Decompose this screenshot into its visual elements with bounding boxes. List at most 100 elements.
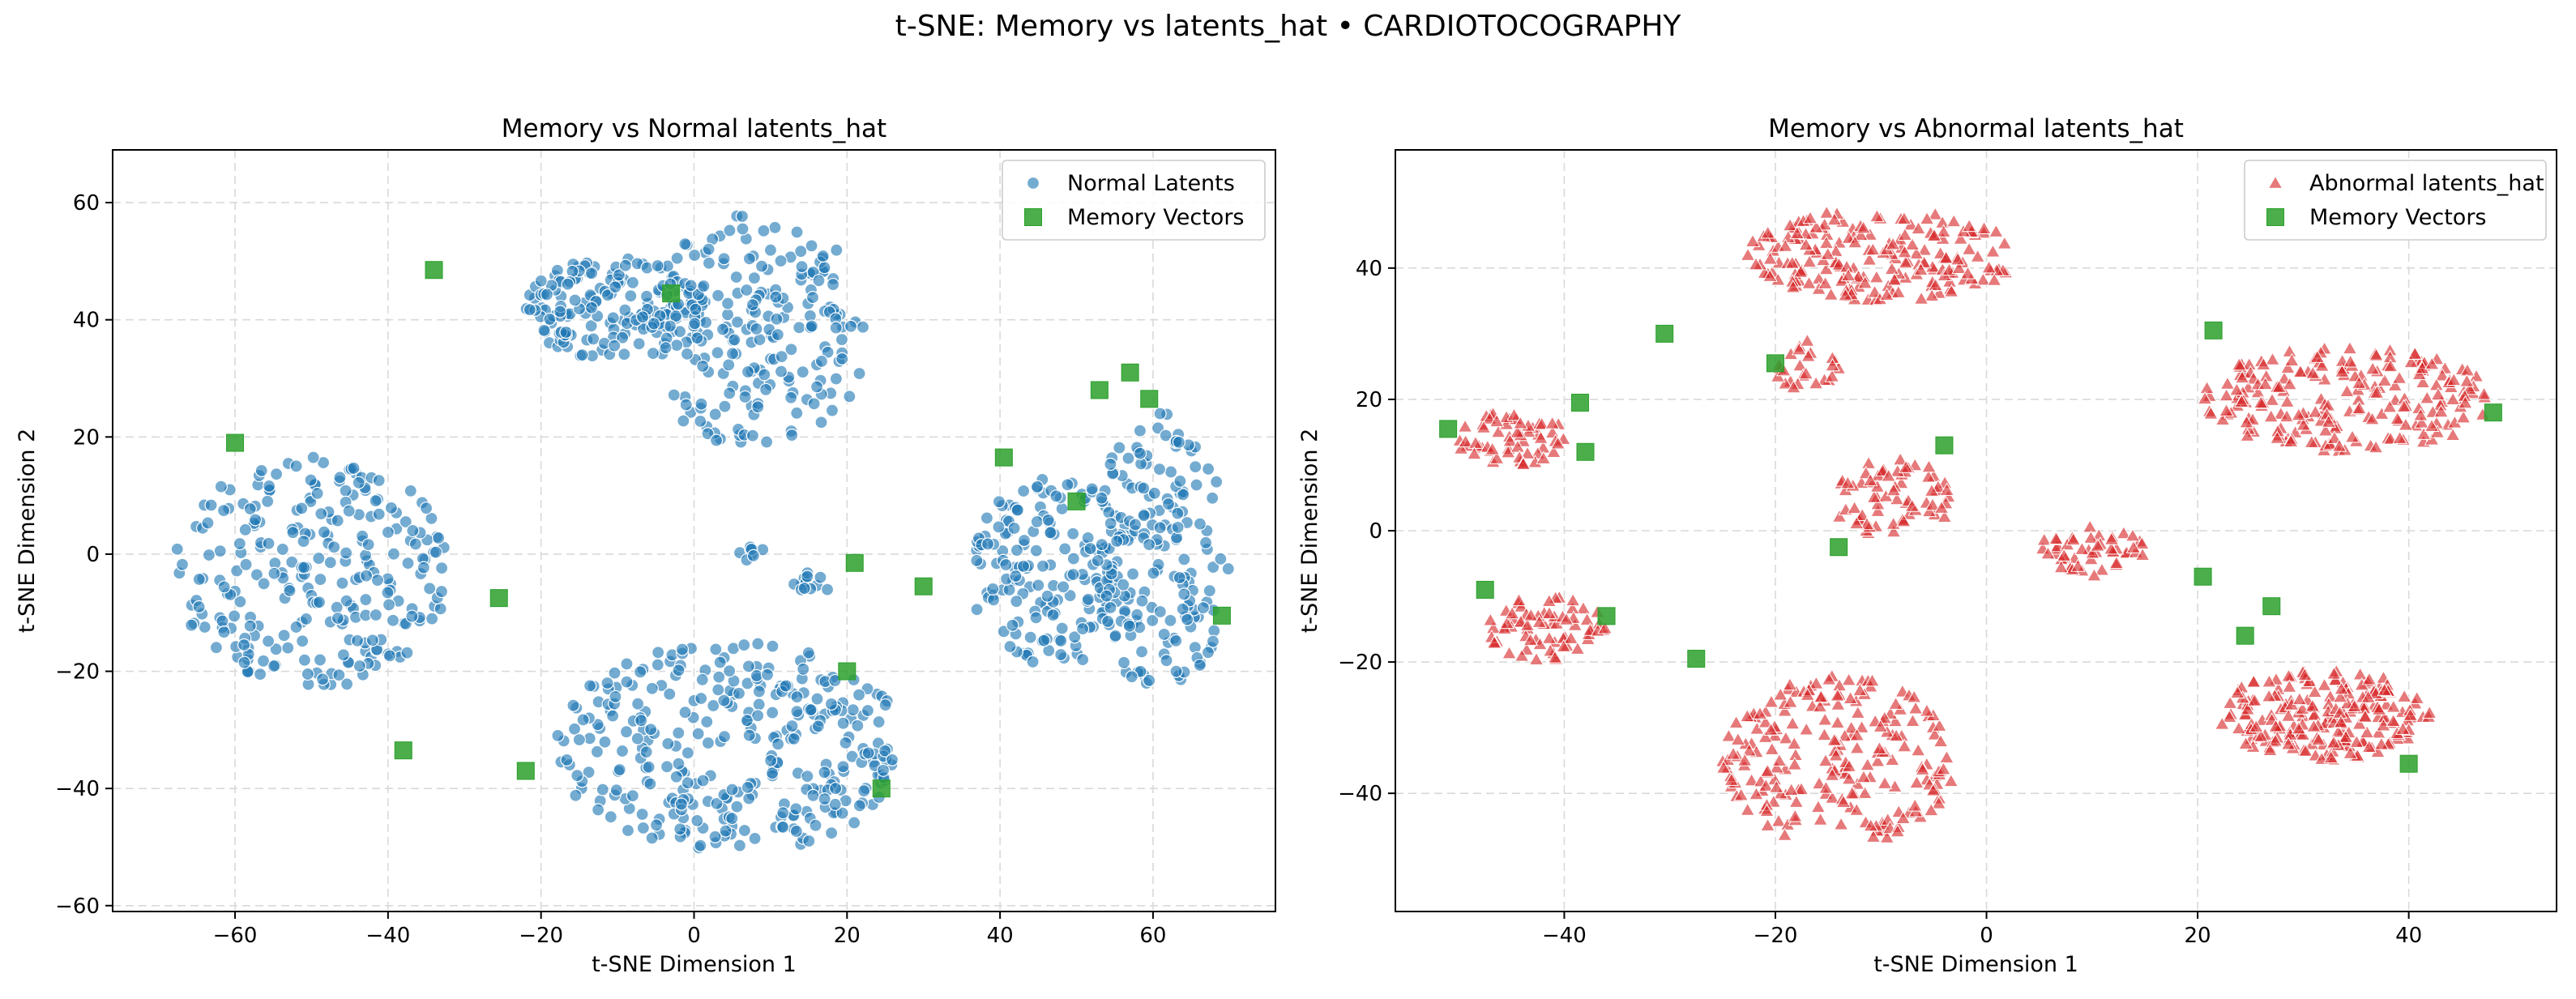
- data-point: [826, 277, 840, 292]
- data-point: [1907, 798, 1923, 812]
- data-point: [696, 359, 710, 374]
- data-point: [678, 706, 692, 719]
- data-point: [659, 341, 673, 355]
- legend: Normal Latents Memory Vectors: [1002, 160, 1266, 241]
- y-tick-label: 0: [1369, 519, 1382, 544]
- data-point: [1777, 827, 1792, 841]
- data-point: [684, 279, 698, 292]
- data-point: [1490, 424, 1506, 438]
- data-point: [2373, 736, 2390, 750]
- data-point: [1919, 703, 1935, 717]
- data-point: [2082, 519, 2098, 533]
- data-point: [2386, 699, 2402, 713]
- data-point: [382, 598, 396, 612]
- data-point: [1787, 757, 1803, 771]
- x-tick-label: 60: [1139, 924, 1166, 948]
- data-point: [818, 261, 831, 275]
- data-point: [2407, 346, 2423, 361]
- data-point: [725, 347, 740, 361]
- x-tick-label: −20: [519, 924, 563, 948]
- data-point: [645, 831, 659, 845]
- data-point: [720, 297, 735, 310]
- data-point: [434, 561, 449, 575]
- data-point: [1137, 481, 1151, 495]
- data-point: [1534, 416, 1550, 430]
- data-point: [1010, 503, 1024, 517]
- data-point: [1928, 277, 1943, 292]
- data-point: [590, 745, 604, 758]
- data-point: [313, 653, 327, 667]
- data-point: [2357, 709, 2373, 723]
- y-tick-label: 0: [86, 543, 100, 567]
- data-point: [2332, 689, 2348, 703]
- data-point: [598, 735, 612, 749]
- data-point: [339, 484, 352, 497]
- data-point: [728, 333, 741, 347]
- data-point: [846, 703, 860, 717]
- data-point: [1886, 271, 1903, 286]
- y-tick-label: −40: [55, 777, 100, 801]
- data-point: [2361, 739, 2377, 753]
- data-point: [1164, 613, 1177, 627]
- data-point: [185, 618, 199, 632]
- data-point: [1515, 456, 1532, 470]
- x-tick-label: −40: [365, 924, 410, 948]
- data-point: [233, 595, 247, 608]
- data-point: [2333, 714, 2349, 728]
- data-point: [1193, 658, 1207, 672]
- data-point: [1061, 478, 1074, 492]
- data-point: [697, 279, 711, 293]
- data-point: [1101, 614, 1115, 629]
- data-point: [694, 397, 708, 411]
- data-point: [1091, 553, 1104, 568]
- data-point: [1937, 509, 1953, 523]
- memory-vector-point: [1140, 390, 1159, 408]
- data-point: [661, 736, 675, 751]
- data-point: [1030, 480, 1044, 493]
- data-point: [239, 557, 253, 571]
- y-tick-label: 60: [73, 191, 100, 216]
- data-point: [1730, 732, 1746, 745]
- data-point: [1762, 251, 1778, 265]
- data-point: [2261, 689, 2277, 702]
- data-point: [216, 614, 229, 628]
- data-point: [805, 290, 820, 305]
- data-point: [616, 331, 630, 344]
- data-point: [848, 816, 861, 830]
- data-point: [352, 476, 365, 489]
- data-point: [1869, 754, 1886, 767]
- data-point: [672, 664, 686, 677]
- data-point: [1970, 249, 1986, 263]
- data-point: [2231, 356, 2247, 371]
- data-point: [2048, 531, 2064, 544]
- data-point: [1879, 287, 1895, 301]
- data-point: [2036, 532, 2053, 546]
- data-point: [745, 297, 759, 312]
- y-axis-label: t-SNE Dimension 2: [15, 429, 40, 634]
- data-point: [1758, 729, 1774, 743]
- data-point: [2403, 707, 2418, 721]
- data-point: [769, 290, 783, 304]
- data-point: [745, 429, 759, 442]
- data-point: [2359, 724, 2375, 739]
- data-point: [1988, 224, 2004, 237]
- data-point: [2282, 376, 2298, 391]
- data-point: [1830, 715, 1846, 729]
- data-point: [289, 620, 303, 634]
- x-tick-label: 0: [1980, 924, 1993, 948]
- panel-title: Memory vs Abnormal latents_hat: [1768, 114, 2184, 143]
- data-point: [2445, 391, 2461, 406]
- data-point: [1133, 424, 1147, 438]
- data-point: [1907, 701, 1924, 715]
- data-point: [1128, 518, 1143, 532]
- data-point: [331, 514, 344, 527]
- data-point: [1960, 266, 1976, 280]
- data-point: [301, 667, 314, 681]
- data-point: [1839, 475, 1856, 489]
- data-point: [1896, 211, 1912, 224]
- data-point: [333, 471, 347, 485]
- data-point: [1823, 287, 1839, 301]
- data-point: [1820, 246, 1836, 260]
- data-point: [312, 551, 326, 566]
- data-point: [1458, 433, 1473, 448]
